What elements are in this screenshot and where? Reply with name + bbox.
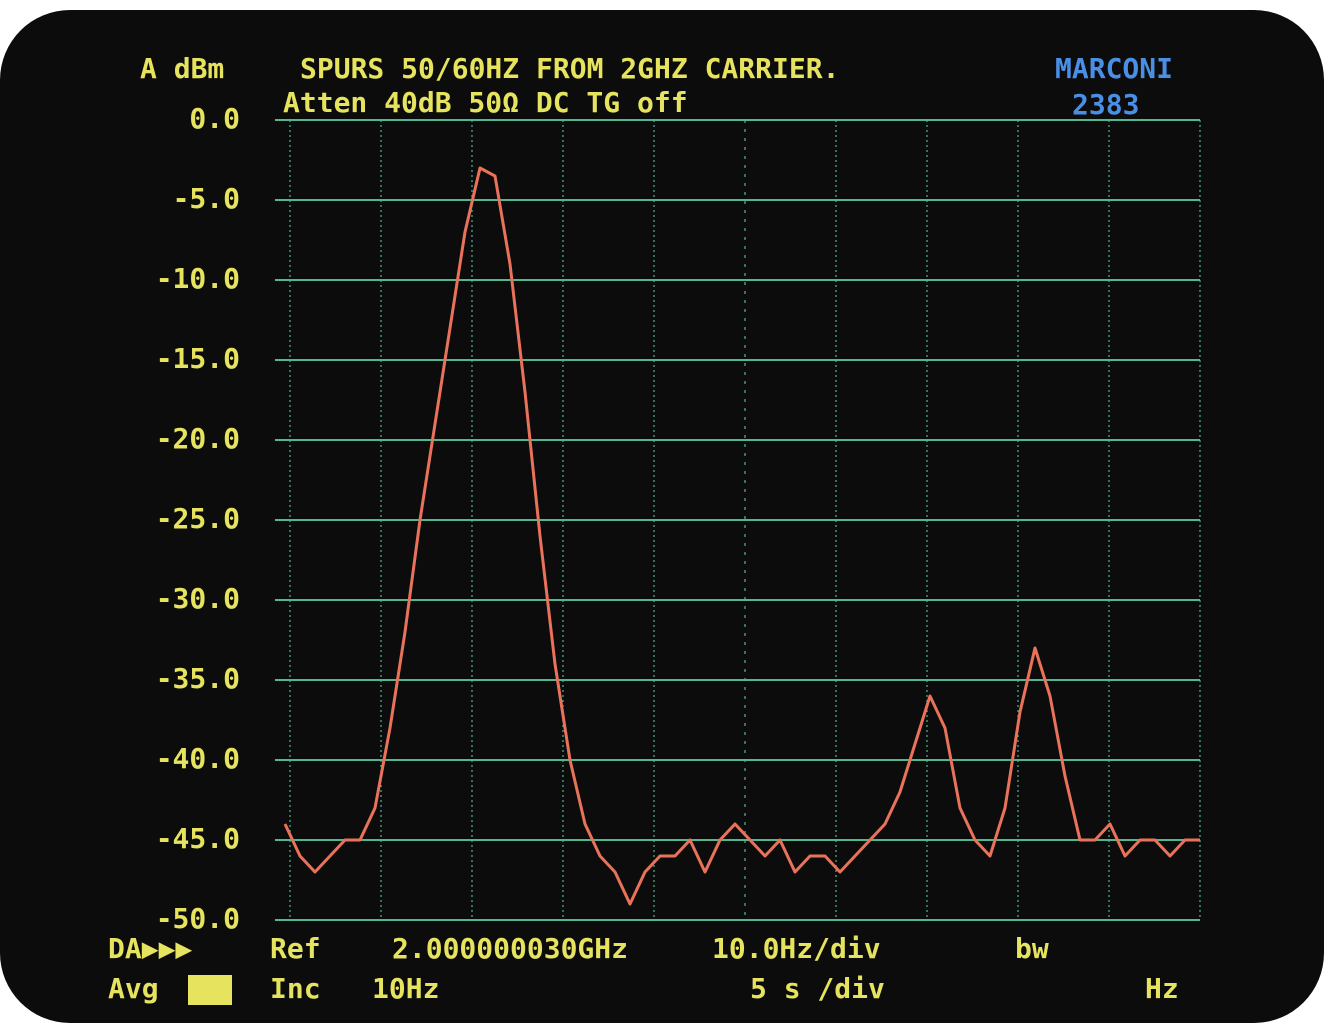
x-scale: 10.0Hz/div [712,932,881,965]
y-tick-label: -50.0 [156,902,240,935]
chart-subtitle: Atten 40dB 50Ω DC TG off [283,86,688,119]
ref-value: 2.000000030GHz [392,932,628,965]
plot: 0.0 -5.0 -10.0 -15.0 -20.0 -25.0 -30.0 -35.0 -40… [156,102,1201,935]
avg-box [188,975,232,1005]
y-tick-label: -5.0 [173,182,240,215]
y-axis-label: A dBm [140,52,224,85]
y-tick-label: -45.0 [156,822,240,855]
mode: DA▶▶▶ [108,932,192,965]
model: 2383 [1072,88,1139,121]
y-tick-label: -20.0 [156,422,240,455]
inc-label: Inc [270,972,321,1005]
y-tick-label: 0.0 [189,102,240,135]
chart-title: SPURS 50/60HZ FROM 2GHZ CARRIER. [300,52,839,85]
y-tick-label: -10.0 [156,262,240,295]
brand: MARCONI [1055,52,1173,85]
avg: Avg [108,972,159,1005]
res-bw: bw [1015,932,1049,965]
ref-label: Ref [270,932,321,965]
y-tick-label: -40.0 [156,742,240,775]
y-tick-label: -30.0 [156,582,240,615]
y-tick-label: -35.0 [156,662,240,695]
sweep: 5 s /div [750,972,885,1005]
y-tick-label: -25.0 [156,502,240,535]
vid-bw: Hz [1145,972,1179,1005]
trace [283,166,1200,906]
y-tick-label: -15.0 [156,342,240,375]
screen-bezel [0,10,1324,1023]
inc-value: 10Hz [372,972,439,1005]
